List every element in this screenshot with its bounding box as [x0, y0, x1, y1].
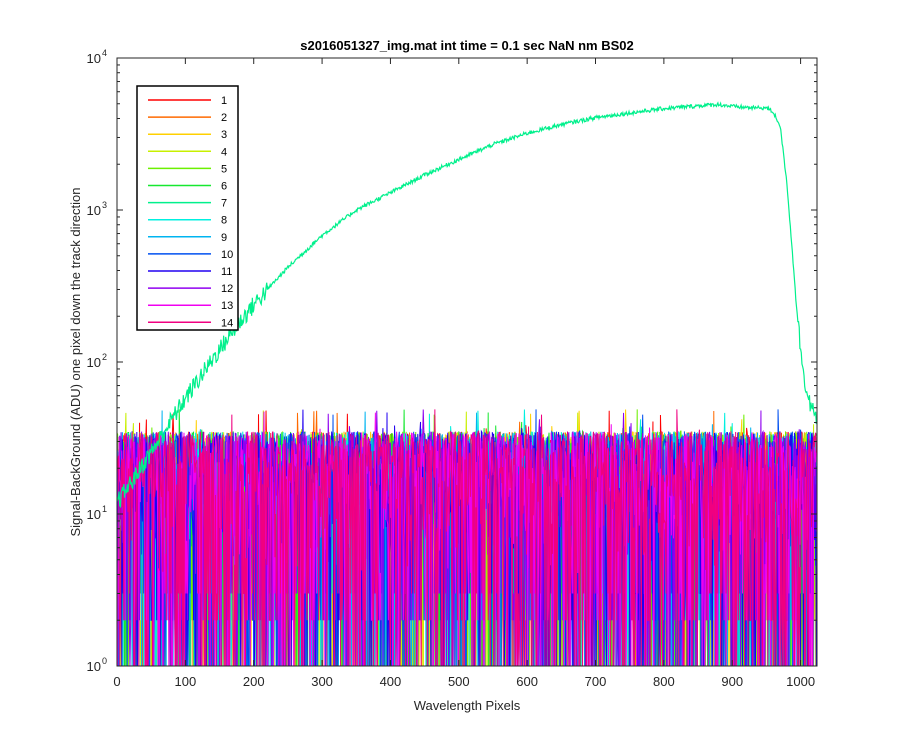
legend-label-8: 8 — [221, 215, 227, 227]
y-tick-label: 10 — [87, 51, 101, 66]
legend-label-1: 1 — [221, 95, 227, 107]
legend-label-3: 3 — [221, 129, 227, 141]
legend-label-9: 9 — [221, 232, 227, 244]
legend-label-4: 4 — [221, 146, 227, 158]
legend-label-14: 14 — [221, 317, 233, 329]
series-layer — [117, 101, 817, 666]
x-tick-label: 800 — [653, 674, 675, 689]
y-tick-exponent: 0 — [102, 656, 107, 666]
legend-label-11: 11 — [221, 266, 232, 278]
legend-label-7: 7 — [221, 198, 227, 210]
x-axis-label: Wavelength Pixels — [414, 698, 521, 713]
legend-label-13: 13 — [221, 300, 233, 312]
legend-label-5: 5 — [221, 163, 227, 175]
x-tick-label: 300 — [311, 674, 333, 689]
y-tick-label: 10 — [87, 355, 101, 370]
x-tick-label: 900 — [721, 674, 743, 689]
y-tick-exponent: 4 — [102, 48, 107, 58]
x-tick-label: 1000 — [786, 674, 815, 689]
chart-title: s2016051327_img.mat int time = 0.1 sec N… — [300, 38, 634, 53]
y-tick-exponent: 1 — [102, 504, 107, 514]
legend-box — [136, 85, 239, 331]
series-line-14 — [117, 409, 817, 666]
x-tick-label: 500 — [448, 674, 470, 689]
y-tick-label: 10 — [87, 659, 101, 674]
x-tick-label: 0 — [113, 674, 120, 689]
y-tick-label: 10 — [87, 203, 101, 218]
y-tick-label: 10 — [87, 507, 101, 522]
y-axis-label: Signal-BackGround (ADU) one pixel down t… — [68, 187, 83, 536]
x-tick-label: 700 — [585, 674, 607, 689]
x-tick-label: 600 — [516, 674, 538, 689]
y-tick-exponent: 2 — [102, 352, 107, 362]
y-tick-exponent: 3 — [102, 200, 107, 210]
legend-label-2: 2 — [221, 112, 227, 124]
x-tick-label: 100 — [175, 674, 197, 689]
x-tick-label: 400 — [380, 674, 402, 689]
legend-label-10: 10 — [221, 249, 233, 261]
x-tick-label: 200 — [243, 674, 265, 689]
legend-label-12: 12 — [221, 283, 233, 295]
legend-label-6: 6 — [221, 181, 227, 193]
